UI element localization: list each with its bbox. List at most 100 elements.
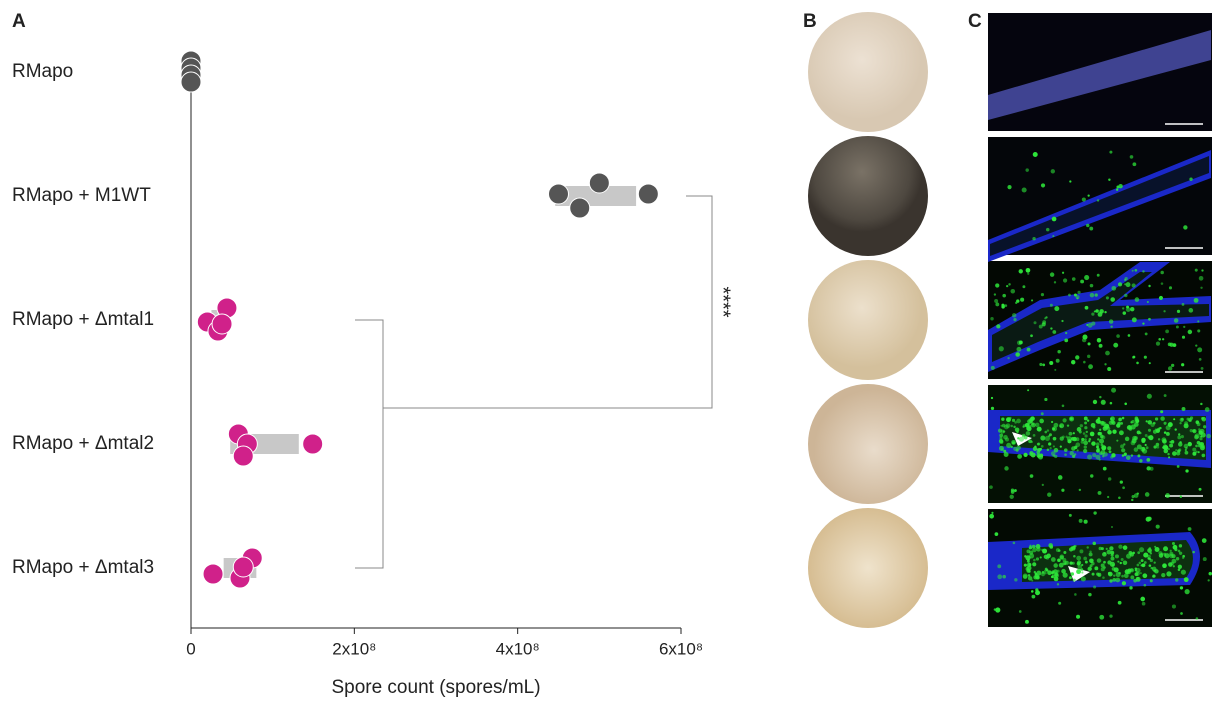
colony-images	[808, 12, 928, 628]
fluorescent-dot	[1176, 325, 1179, 328]
fluorescent-dot	[1098, 491, 1102, 495]
fluorescent-dot	[1086, 224, 1089, 227]
fluorescent-dot	[1115, 554, 1119, 558]
fluorescent-dot	[1032, 237, 1035, 240]
fluorescent-dot	[1054, 306, 1059, 311]
fluorescent-dot	[1109, 319, 1113, 323]
fluorescent-dot	[1008, 283, 1010, 285]
panel-label: B	[803, 11, 817, 32]
fluorescent-dot	[1192, 448, 1196, 452]
fluorescent-dot	[1051, 451, 1056, 456]
fluorescent-dot	[1026, 431, 1031, 436]
colony	[808, 136, 928, 256]
fluorescent-dot	[1073, 579, 1076, 582]
fluorescent-dot	[1007, 357, 1009, 359]
fluorescent-dot	[1090, 284, 1094, 288]
fluorescent-dot	[1142, 573, 1147, 578]
fluorescent-dot	[1053, 437, 1057, 441]
fluorescent-dot	[1146, 458, 1150, 462]
fluorescent-dot	[1163, 546, 1168, 551]
fluorescent-dot	[1054, 281, 1056, 283]
fluorescent-dot	[995, 302, 999, 306]
fluorescent-dot	[1118, 601, 1122, 605]
fluorescent-dot	[1052, 217, 1057, 222]
fluorescent-dot	[1099, 547, 1102, 550]
fluorescent-dot	[1030, 334, 1033, 337]
fluorescent-dot	[1036, 544, 1041, 549]
fluorescent-dot	[1145, 492, 1150, 497]
fluorescent-dot	[1053, 445, 1055, 447]
colony	[808, 260, 928, 380]
fluorescent-dot	[1110, 326, 1112, 328]
fluorescent-dot	[1058, 475, 1063, 480]
fluorescent-dot	[1048, 435, 1050, 437]
fluorescent-dot	[1017, 437, 1019, 439]
fluorescent-dot	[1164, 554, 1166, 556]
fluorescent-dot	[1156, 446, 1159, 449]
fluorescent-dot	[1047, 570, 1052, 575]
fluorescent-dot	[1033, 152, 1038, 157]
fluorescent-dot	[1124, 294, 1127, 297]
fluorescent-dot	[1109, 546, 1113, 550]
fluorescent-dot	[1092, 573, 1095, 576]
fluorescent-dot	[1094, 566, 1098, 570]
fluorescent-dot	[1203, 425, 1206, 428]
fluorescent-dot	[1195, 451, 1197, 453]
fluorescent-dot	[1203, 557, 1207, 561]
fluorescent-dot	[1171, 364, 1174, 367]
fluorescent-dot	[1162, 338, 1164, 340]
fluorescent-dot	[1067, 439, 1071, 443]
fluorescent-dot	[1091, 441, 1095, 445]
fluorescent-dot	[1022, 187, 1027, 192]
fluorescent-dot	[1106, 296, 1109, 299]
fluorescent-dot	[1051, 169, 1055, 173]
fluorescent-dot	[1017, 454, 1022, 459]
fluorescent-dot	[1124, 279, 1126, 281]
fluorescent-dot	[1050, 327, 1052, 329]
fluorescent-dot	[1195, 344, 1197, 346]
fluorescent-dot	[1132, 356, 1135, 359]
fluorescent-dot	[1095, 309, 1099, 313]
fluorescent-dot	[1144, 561, 1147, 564]
fluorescent-dot	[1031, 579, 1033, 581]
fluorescent-dot	[1184, 577, 1189, 582]
fluorescent-dot	[1027, 426, 1032, 431]
fluorescent-dot	[1147, 548, 1152, 553]
colony	[808, 384, 928, 504]
fluorescent-dot	[1001, 418, 1004, 421]
fluorescent-dot	[1041, 412, 1044, 415]
fluorescent-dot	[1012, 441, 1015, 444]
fluorescent-dot	[1130, 575, 1134, 579]
fluorescent-dot	[1150, 579, 1153, 582]
fluorescent-dot	[1049, 361, 1053, 365]
fluorescent-dot	[1047, 448, 1050, 451]
fluorescent-dot	[1122, 454, 1124, 456]
data-point	[549, 184, 569, 204]
fluorescent-dot	[1099, 309, 1104, 314]
fluorescent-dot	[1006, 423, 1011, 428]
fluorescent-dot	[994, 293, 996, 295]
fluorescent-dot	[1181, 435, 1184, 438]
fluorescent-dot	[1105, 351, 1110, 356]
fluorescent-dot	[1011, 488, 1014, 491]
fluorescent-dot	[1205, 407, 1210, 412]
fluorescent-dot	[1142, 270, 1144, 272]
fluorescent-dot	[1154, 561, 1156, 563]
fluorescent-dot	[1063, 551, 1066, 554]
fluorescent-dot	[1076, 569, 1081, 574]
fluorescent-dot	[1139, 547, 1144, 552]
fluorescent-dot	[1121, 448, 1125, 452]
fluorescent-dot	[999, 346, 1004, 351]
fluorescent-dot	[1182, 303, 1185, 306]
fluorescent-dot	[1182, 555, 1185, 558]
fluorescent-dot	[1040, 556, 1042, 558]
fluorescent-dot	[1109, 421, 1113, 425]
fluorescent-dot	[1080, 280, 1084, 284]
fluorescent-dot	[1179, 544, 1182, 547]
fluorescent-dot	[1153, 445, 1156, 448]
fluorescent-dot	[1069, 432, 1073, 436]
fluorescent-dot	[1083, 432, 1086, 435]
fluorescent-dot	[1168, 366, 1172, 370]
fluorescent-dot	[1160, 271, 1164, 275]
fluorescent-dot	[1124, 573, 1129, 578]
